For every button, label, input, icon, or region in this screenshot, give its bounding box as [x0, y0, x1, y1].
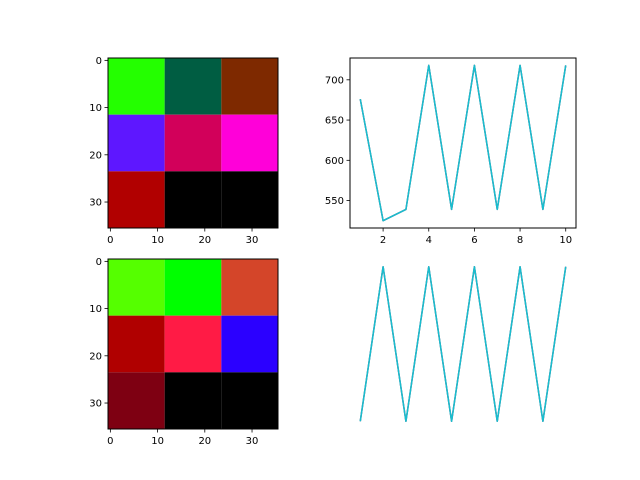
heatmap-cell-r1-c1: [164, 315, 222, 373]
y-tick-label: 550: [325, 196, 344, 207]
y-tick-label: 0: [96, 257, 102, 268]
y-tick-label: 30: [89, 399, 102, 410]
heatmap-cell-r2-c2: [221, 171, 278, 228]
heatmap-top-left: 0 10 20 30 0 10 20 30: [89, 56, 279, 246]
x-tick-label: 0: [107, 436, 113, 447]
heatmap-cell-r1-c0: [108, 114, 165, 172]
heatmap-cell-r0-c2: [221, 259, 278, 316]
heatmap-cell-r1-c0: [108, 315, 165, 373]
x-tick-label: 0: [107, 235, 113, 246]
heatmap-cell-r0-c1: [164, 259, 222, 316]
heatmap-cell-r0-c0: [108, 259, 165, 316]
heatmap-cell-r1-c1: [164, 114, 222, 172]
heatmap-cell-r2-c0: [108, 171, 165, 228]
y-tick-label: 650: [325, 116, 344, 127]
y-tick-label: 10: [89, 103, 102, 114]
series-line-0: [359, 64, 567, 222]
x-tick-label: 20: [198, 436, 211, 447]
x-tick-label: 6: [471, 235, 477, 246]
heatmap-cell-r1-c2: [221, 114, 278, 172]
heatmap-cell-r1-c2: [221, 315, 278, 373]
y-tick-label: 700: [325, 75, 344, 86]
series-line-2: [359, 265, 567, 423]
x-tick-label: 10: [559, 235, 572, 246]
x-tick-label: 8: [517, 235, 523, 246]
axes-frame: [107, 57, 279, 229]
y-tick-label: 30: [89, 198, 102, 209]
line-chart-bottom-right: [359, 265, 567, 423]
x-tick-label: 4: [426, 235, 432, 246]
x-tick-label: 10: [151, 436, 164, 447]
y-tick-label: 0: [96, 56, 102, 67]
series-line-1: [359, 64, 567, 222]
heatmap-cell-r2-c0: [108, 372, 165, 429]
x-tick-label: 10: [151, 235, 164, 246]
x-tick-label: 30: [246, 235, 259, 246]
axes-frame: [349, 57, 577, 229]
series-line-2: [359, 64, 567, 222]
heatmap-bottom-left: 0 10 20 30 0 10 20 30: [89, 257, 279, 447]
y-tick-label: 20: [89, 351, 102, 362]
heatmap-cell-r2-c2: [221, 372, 278, 429]
heatmap-cell-r0-c1: [164, 58, 222, 115]
y-tick-label: 20: [89, 150, 102, 161]
heatmap-cell-r0-c0: [108, 58, 165, 115]
x-tick-label: 20: [198, 235, 211, 246]
y-tick-label: 10: [89, 304, 102, 315]
line-chart-top-right: 2 4 6 8 10 550 600 650 700: [325, 57, 577, 246]
x-tick-label: 30: [246, 436, 259, 447]
heatmap-cell-r2-c1: [164, 171, 222, 228]
heatmap-cell-r0-c2: [221, 58, 278, 115]
y-tick-label: 600: [325, 156, 344, 167]
axes-frame: [107, 258, 279, 430]
x-tick-label: 2: [380, 235, 386, 246]
heatmap-cell-r2-c1: [164, 372, 222, 429]
